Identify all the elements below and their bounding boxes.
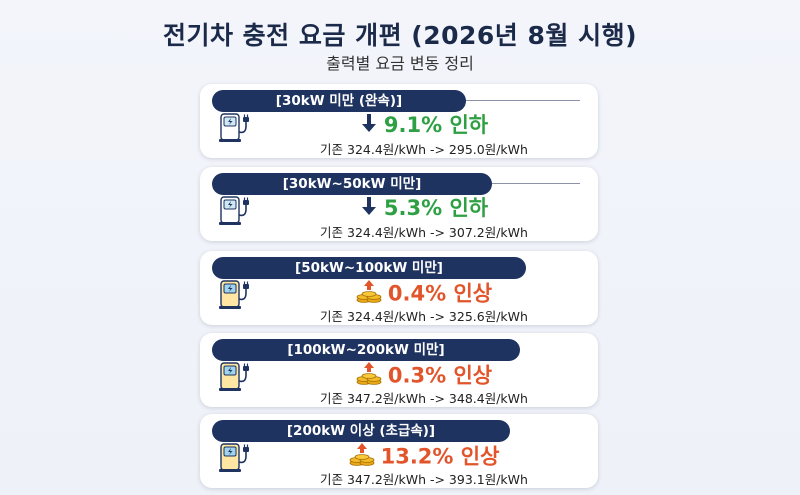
rate-change-text: 0.4% 인상 xyxy=(387,281,493,306)
tier-label: [100kW~200kW 미만] xyxy=(212,339,520,361)
tier-divider xyxy=(492,183,580,184)
rate-change: 0.3% 인상 xyxy=(260,361,588,390)
rate-detail: 기존 347.2원/kWh -> 393.1원/kWh xyxy=(320,472,528,487)
coins-up-icon xyxy=(356,279,382,308)
rate-change-text: 13.2% 인상 xyxy=(380,444,500,469)
ev-charger-icon xyxy=(218,279,258,311)
rate-detail: 기존 324.4원/kWh -> 295.0원/kWh xyxy=(320,142,528,157)
tier-divider xyxy=(466,100,580,101)
rate-change: 9.1% 인하 xyxy=(260,112,588,138)
coins-up-icon xyxy=(349,442,375,471)
rate-change: 13.2% 인상 xyxy=(260,442,588,471)
rate-detail: 기존 347.2원/kWh -> 348.4원/kWh xyxy=(320,391,528,406)
rate-detail: 기존 324.4원/kWh -> 307.2원/kWh xyxy=(320,225,528,240)
tier-label: [200kW 이상 (초급속)] xyxy=(212,420,510,442)
ev-charger-icon xyxy=(218,361,258,393)
page-subtitle: 출력별 요금 변동 정리 xyxy=(326,54,474,73)
tier-label: [30kW~50kW 미만] xyxy=(212,173,492,195)
rate-change-text: 9.1% 인하 xyxy=(383,113,489,137)
rate-detail: 기존 324.4원/kWh -> 325.6원/kWh xyxy=(320,309,528,324)
ev-charger-icon xyxy=(218,442,258,474)
rate-change-text: 5.3% 인하 xyxy=(383,196,489,220)
down-arrow-icon xyxy=(360,196,378,221)
page-title: 전기차 충전 요금 개편 (2026년 8월 시행) xyxy=(162,21,638,50)
rate-change: 0.4% 인상 xyxy=(260,279,588,308)
down-arrow-icon xyxy=(360,113,378,138)
tier-label: [50kW~100kW 미만] xyxy=(212,257,526,279)
ev-charger-icon xyxy=(218,112,258,144)
coins-up-icon xyxy=(356,361,382,390)
rate-change-text: 0.3% 인상 xyxy=(387,363,493,388)
ev-charger-icon xyxy=(218,195,258,227)
rate-change: 5.3% 인하 xyxy=(260,195,588,221)
tier-label: [30kW 미만 (완속)] xyxy=(212,90,466,112)
